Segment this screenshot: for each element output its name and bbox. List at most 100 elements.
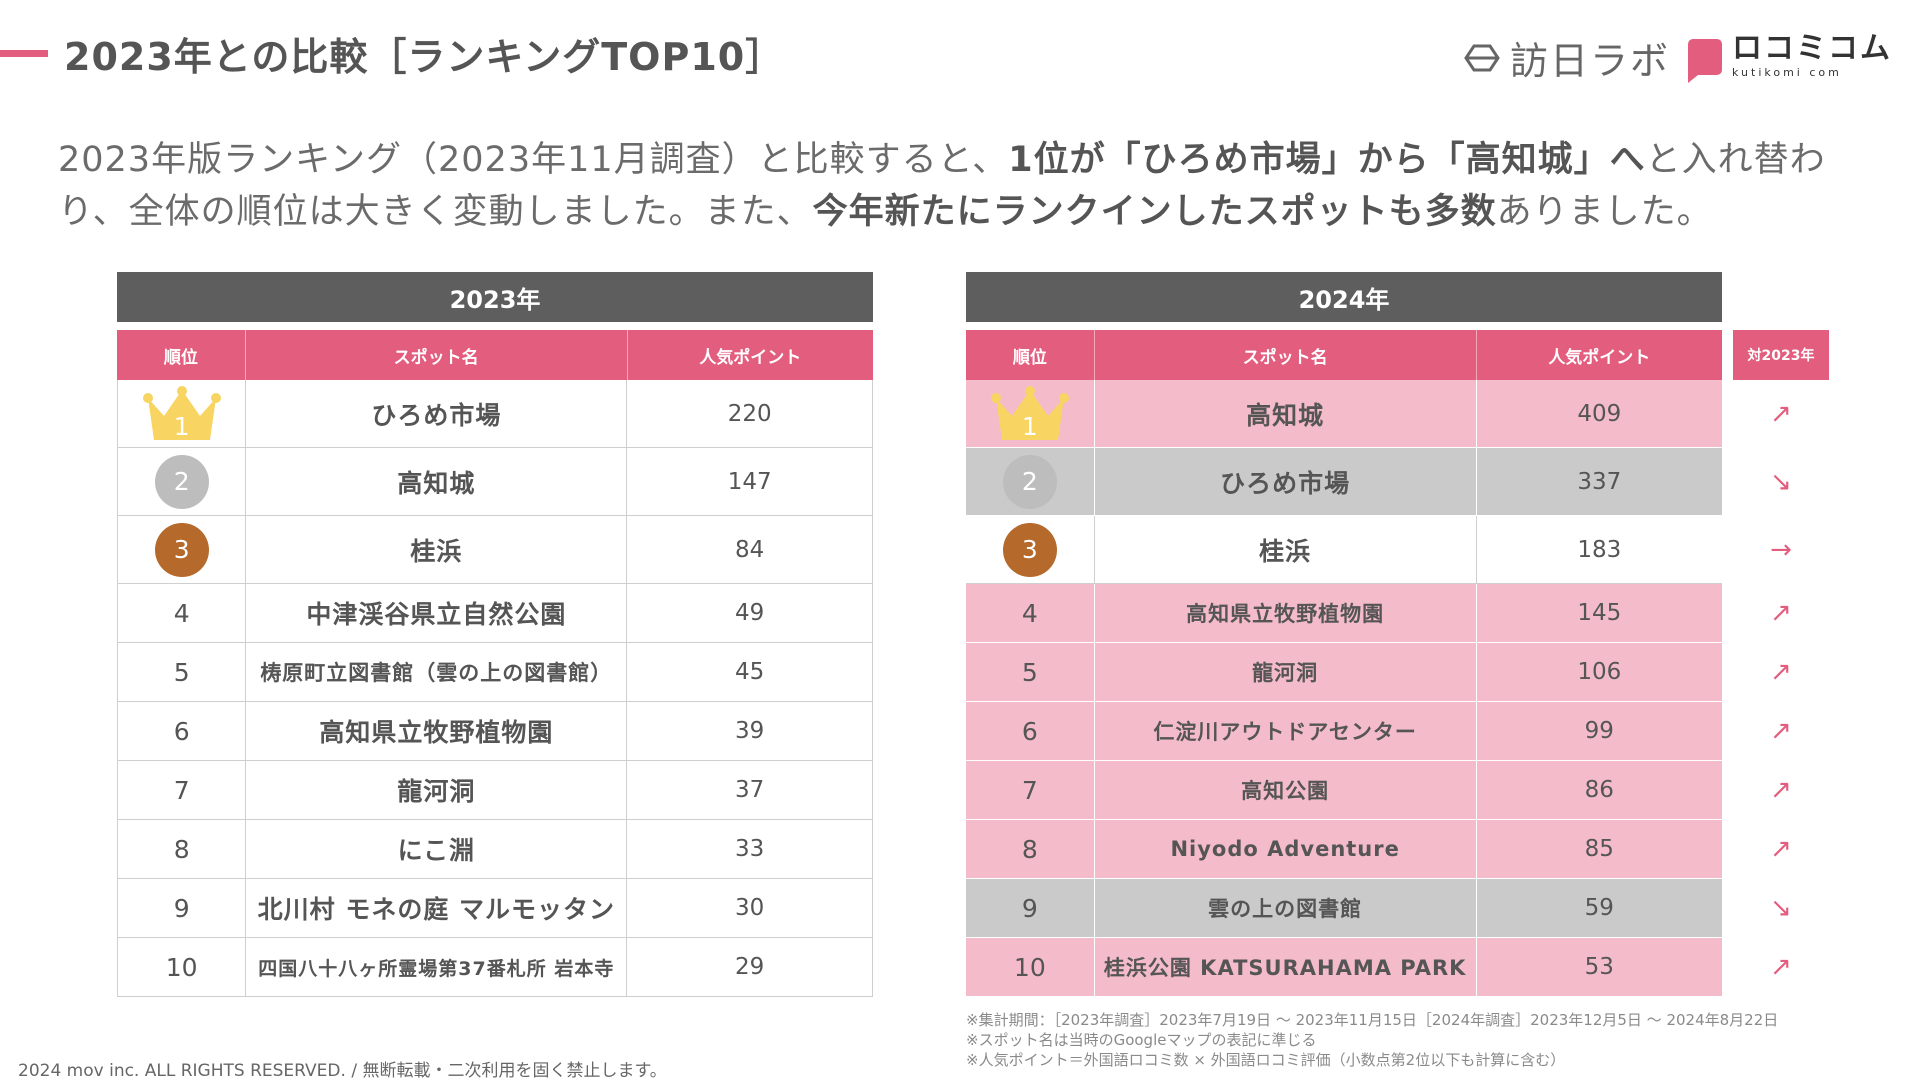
rank-number: 5: [118, 643, 247, 701]
column-points: 人気ポイント: [1548, 347, 1651, 368]
spot-name: 中津渓谷県立自然公園: [246, 584, 628, 642]
spot-name: ひろめ市場: [246, 380, 628, 447]
rank-number: 6: [118, 702, 247, 760]
up-arrow-icon: ↗: [1770, 715, 1792, 746]
houjin-labo-logo: 訪日ラボ: [1462, 30, 1670, 85]
points-value: 145: [1577, 600, 1622, 626]
points-value: 106: [1577, 659, 1622, 685]
table-2023-rows: 1 ひろめ市場 220 2 高知城 147 3 桂浜 84 4 中津渓谷県立自然…: [117, 380, 873, 997]
rank-number: 5: [966, 643, 1095, 701]
spot-name: 龍河洞: [1095, 643, 1477, 701]
silver-medal-icon: 2: [1002, 454, 1057, 509]
spot-name: 雲の上の図書館: [1095, 879, 1477, 937]
column-rank: 順位: [966, 330, 1095, 380]
rank-number: 4: [966, 584, 1095, 642]
table-row: 1 ひろめ市場 220: [118, 380, 872, 448]
rank-number: 10: [966, 938, 1095, 996]
vs-2023-column: 対2023年 ↗ ↘ → ↗ ↗ ↗ ↗ ↗ ↘ ↗: [1733, 330, 1829, 996]
spot-name: にこ淵: [246, 820, 628, 878]
points-value: 33: [735, 836, 765, 862]
points-value: 45: [735, 659, 765, 685]
table-row: 2 高知城 147: [118, 448, 872, 516]
footnote-spot-names: ※スポット名は当時のGoogleマップの表記に準じる: [966, 1031, 1317, 1049]
table-row: 8 にこ淵 33: [118, 820, 872, 879]
ranking-table-2023: 2023年 順位 スポット名 人気ポイント 1 ひろめ市場 220 2 高知城 …: [117, 272, 873, 997]
up-arrow-icon: ↗: [1770, 951, 1792, 982]
table-row: 10 桂浜公園 KATSURAHAMA PARK 53: [966, 938, 1722, 997]
table-row: 9 雲の上の図書館 59: [966, 879, 1722, 938]
spot-name: 桂浜: [1095, 516, 1477, 583]
rank-number: 9: [966, 879, 1095, 937]
spot-name: Niyodo Adventure: [1095, 820, 1477, 878]
ranking-table-2024: 2024年 順位 スポット名 人気ポイント 1 高知城 409 2 ひろめ市場 …: [966, 272, 1722, 997]
gold-crown-icon: 1: [142, 385, 222, 442]
up-arrow-icon: ↗: [1770, 399, 1792, 429]
copyright-text: 2024 mov inc. ALL RIGHTS RESERVED. / 無断転…: [18, 1061, 667, 1081]
table-row: 6 仁淀川アウトドアセンター 99: [966, 702, 1722, 761]
down-arrow-icon: ↘: [1770, 892, 1792, 923]
column-points: 人気ポイント: [699, 347, 802, 368]
table-row: 10 四国八十八ヶ所霊場第37番札所 岩本寺 29: [118, 938, 872, 997]
column-spot: スポット名: [246, 330, 628, 380]
points-value: 99: [1584, 718, 1614, 744]
bronze-medal-icon: 3: [154, 522, 209, 577]
table-row: 3 桂浜 183: [966, 516, 1722, 584]
down-arrow-icon: ↘: [1770, 467, 1792, 497]
spot-name: 桂浜: [246, 516, 628, 583]
points-value: 53: [1584, 954, 1614, 980]
points-value: 86: [1584, 777, 1614, 803]
spot-name: 高知公園: [1095, 761, 1477, 819]
footnote-points-formula: ※人気ポイント＝外国語ロコミ数 × 外国語ロコミ評価（小数点第2位以下も計算に含…: [966, 1051, 1566, 1069]
table-row: 5 梼原町立図書館（雲の上の図書館） 45: [118, 643, 872, 702]
rank-number: 6: [966, 702, 1095, 760]
summary-part-3: ありました。: [1496, 192, 1713, 232]
up-arrow-icon: ↗: [1770, 774, 1792, 805]
kuchikomi-logo-text: ロコミコム: [1732, 31, 1892, 66]
column-spot: スポット名: [1095, 330, 1477, 380]
spot-name: 北川村 モネの庭 マルモッタン: [246, 879, 628, 937]
spot-name: 高知県立牧野植物園: [1095, 584, 1477, 642]
table-row: 3 桂浜 84: [118, 516, 872, 584]
table-row: 8 Niyodo Adventure 85: [966, 820, 1722, 879]
spot-name: 仁淀川アウトドアセンター: [1095, 702, 1477, 760]
points-value: 409: [1577, 400, 1622, 427]
table-row: 2 ひろめ市場 337: [966, 448, 1722, 516]
bronze-medal-icon: 3: [1002, 522, 1057, 577]
summary-part-1: 2023年版ランキング（2023年11月調査）と比較すると、: [58, 140, 1009, 180]
points-value: 337: [1577, 468, 1622, 495]
spot-name: 桂浜公園 KATSURAHAMA PARK: [1095, 938, 1477, 996]
page-title: 2023年との比較［ランキングTOP10］: [64, 35, 785, 79]
table-row: 7 龍河洞 37: [118, 761, 872, 820]
flat-arrow-icon: →: [1770, 534, 1792, 565]
up-arrow-icon: ↗: [1770, 833, 1792, 864]
table-row: 7 高知公園 86: [966, 761, 1722, 820]
rank-number: 9: [118, 879, 247, 937]
summary-bold-2: 今年新たにランクインしたスポットも多数: [812, 192, 1497, 232]
table-row: 1 高知城 409: [966, 380, 1722, 448]
up-arrow-icon: ↗: [1770, 656, 1792, 687]
rank-number: 8: [966, 820, 1095, 878]
summary-bold-1: 1位が「ひろめ市場」から「高知城」へ: [1008, 140, 1646, 180]
table-2023-column-header: 順位 スポット名 人気ポイント: [117, 330, 873, 380]
up-arrow-icon: ↗: [1770, 597, 1792, 628]
points-value: 220: [727, 400, 772, 427]
table-2024-rows: 1 高知城 409 2 ひろめ市場 337 3 桂浜 183 4 高知県立牧野植…: [966, 380, 1722, 997]
spot-name: 高知城: [1095, 380, 1477, 447]
table-row: 5 龍河洞 106: [966, 643, 1722, 702]
points-value: 84: [735, 536, 765, 563]
points-value: 59: [1584, 895, 1614, 921]
houjin-labo-logo-text: 訪日ラボ: [1510, 39, 1671, 83]
kuchikomi-logo-subtext: kutikomi com: [1732, 66, 1842, 79]
footnote-period: ※集計期間：［2023年調査］2023年7月19日 〜 2023年11月15日［…: [966, 1011, 1779, 1029]
table-2024-year-header: 2024年: [966, 272, 1722, 322]
table-row: 4 中津渓谷県立自然公園 49: [118, 584, 872, 643]
column-rank: 順位: [117, 330, 246, 380]
summary-part-2: と入れ替わり、全体の順位は大きく変動しました。また、: [58, 140, 1826, 232]
points-value: 37: [735, 777, 765, 803]
points-value: 29: [735, 954, 765, 980]
kuchikomi-com-logo: ロコミコム kutikomi com: [1688, 31, 1892, 83]
rank-number: 10: [118, 938, 247, 996]
column-vs-2023: 対2023年: [1733, 330, 1829, 380]
points-value: 39: [735, 718, 765, 744]
kuchikomi-bubble-icon: [1688, 38, 1722, 83]
